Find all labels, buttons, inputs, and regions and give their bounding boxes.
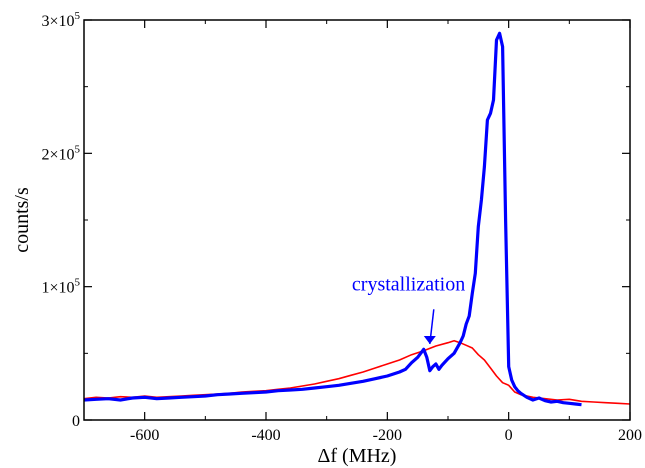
x-tick-label: -400 — [251, 427, 280, 444]
x-tick-label: 200 — [618, 427, 642, 444]
y-tick-label: 3×105 — [41, 10, 80, 30]
plot-frame — [83, 19, 631, 421]
y-tick-label: 0 — [72, 413, 80, 430]
series-line-2 — [84, 31, 582, 407]
x-tick-label: -600 — [130, 427, 159, 444]
series-line-1 — [84, 339, 630, 405]
y-axis-title: counts/s — [11, 187, 33, 253]
x-axis-title: Δf (MHz) — [318, 445, 397, 467]
annotation-arrowhead — [423, 336, 436, 344]
tick-layer: -600 -400 -200 0 200 0 1×105 2×105 3×105 — [41, 10, 642, 444]
x-tick-label: -200 — [373, 427, 402, 444]
annotation-layer: crystallization — [352, 274, 465, 345]
annotation-text: crystallization — [352, 274, 465, 296]
y-tick-label: 1×105 — [41, 277, 80, 297]
data-series-layer — [84, 31, 630, 407]
x-tick-label: 0 — [505, 427, 513, 444]
y-tick-label: 2×105 — [41, 143, 80, 163]
